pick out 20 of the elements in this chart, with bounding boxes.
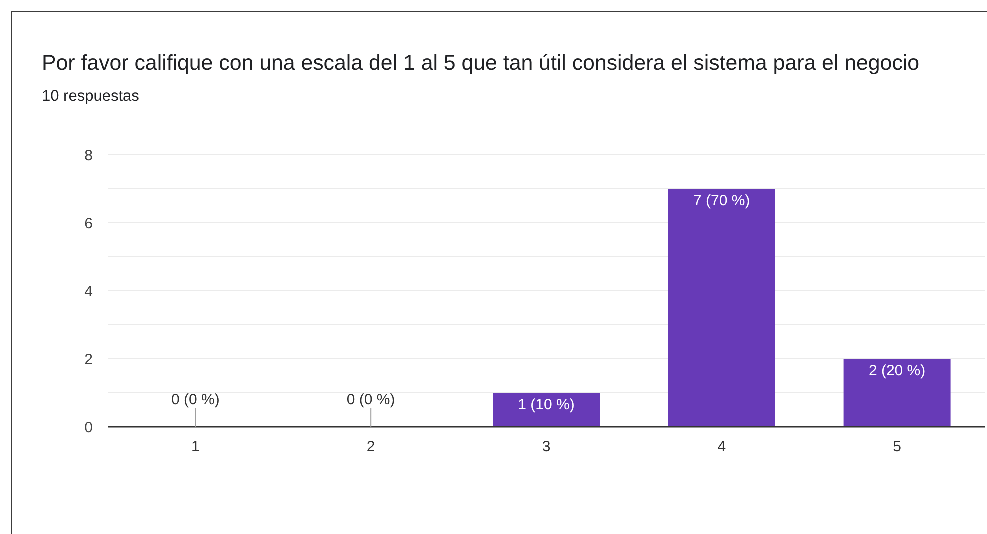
y-tick-label: 0	[84, 419, 93, 436]
bar	[844, 359, 951, 427]
chart-title: Por favor califique con una escala del 1 al 5 que tan útil considera el sistema para el negocio	[42, 50, 920, 77]
y-tick-label: 2	[84, 351, 93, 368]
x-tick-label: 1	[192, 438, 200, 456]
data-label: 7 (70 %)	[694, 192, 750, 210]
data-label: 1 (10 %)	[518, 396, 575, 414]
data-label: 2 (20 %)	[868, 362, 926, 380]
x-tick-label: 2	[366, 438, 376, 456]
x-tick-label: 4	[718, 438, 726, 456]
chart-subtitle: 10 respuestas	[42, 87, 140, 107]
data-label: 0 (0 %)	[172, 392, 220, 408]
bar	[668, 189, 776, 427]
y-tick-label: 8	[84, 147, 93, 164]
x-tick-label: 3	[542, 438, 551, 456]
data-label: 0 (0 %)	[346, 392, 396, 408]
y-tick-label: 4	[84, 283, 93, 300]
bar	[493, 393, 600, 427]
y-tick-label: 6	[84, 215, 93, 232]
x-tick-label: 5	[893, 438, 902, 456]
